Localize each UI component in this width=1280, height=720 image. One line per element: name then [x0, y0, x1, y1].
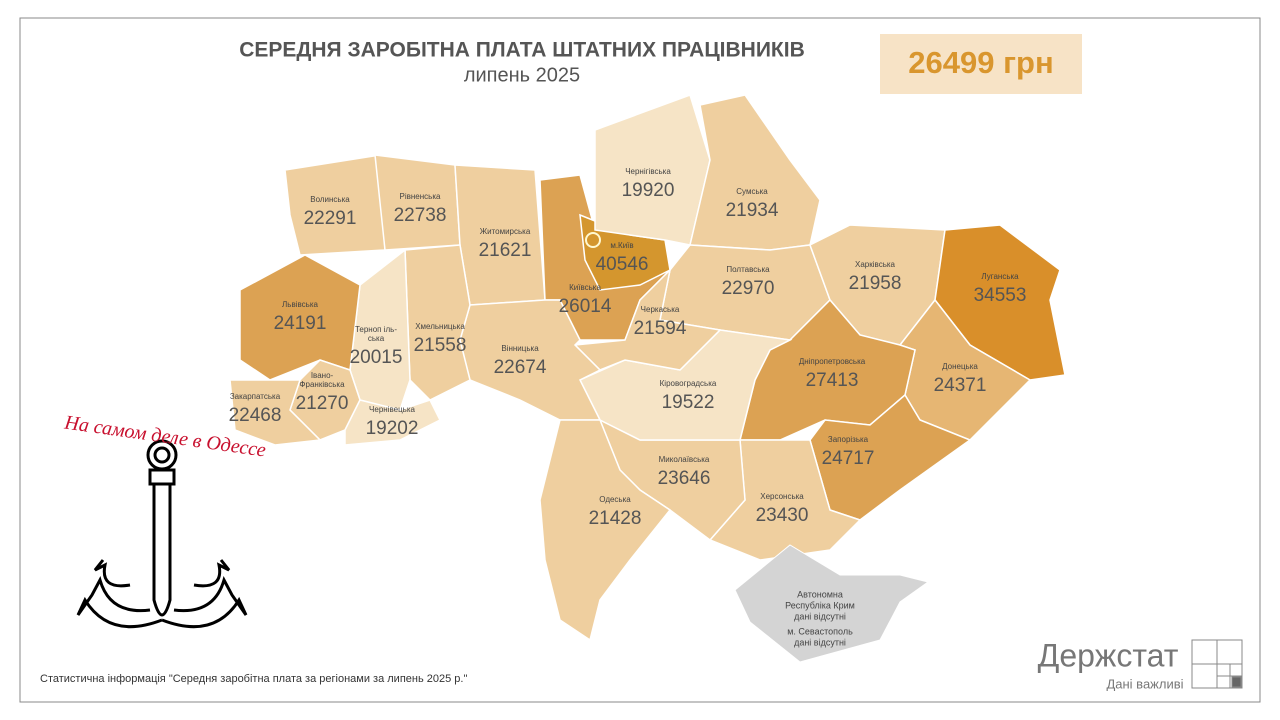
slogan: Дані важливі	[1106, 676, 1183, 691]
region-name: Франківська	[299, 380, 345, 389]
region-value: 19522	[662, 392, 715, 413]
region	[229, 379, 322, 446]
region-value: 22738	[394, 205, 447, 226]
region-name: Житомирська	[480, 227, 531, 236]
region-name: Івано-	[311, 371, 334, 380]
region-value: 21934	[726, 200, 779, 221]
region-value: 27413	[806, 370, 859, 391]
region-name: Київська	[569, 283, 601, 292]
region-name: Рівненська	[400, 192, 441, 201]
map: Волинська 22291 Рівненська 22738 Житомирська…	[229, 94, 1066, 642]
region-value: 22674	[494, 357, 547, 378]
region-value: 21558	[414, 335, 467, 356]
region-name: Сумська	[736, 187, 768, 196]
region-value: 21958	[849, 273, 902, 294]
title: СЕРЕДНЯ ЗАРОБІТНА ПЛАТА ШТАТНИХ ПРАЦІВНИ…	[239, 39, 805, 62]
crimea-text: дані відсутні	[794, 611, 846, 621]
region-name: Волинська	[310, 195, 350, 204]
region-value: 22291	[304, 208, 357, 229]
region-name: Запорізька	[828, 435, 869, 444]
region-value: 24371	[934, 375, 987, 396]
region-name: Одеська	[599, 495, 631, 504]
region-value: 23646	[658, 468, 711, 489]
region-name: Терноп іль-	[355, 325, 397, 334]
region-name: Полтавська	[726, 265, 770, 274]
region-name: ська	[368, 334, 385, 343]
region-name: Донецька	[942, 362, 978, 371]
crimea-text: Автономна	[797, 589, 843, 599]
region-name: Дніпропетровська	[799, 357, 866, 366]
region-value: 20015	[350, 347, 403, 368]
crimea	[734, 544, 930, 663]
region-name: м.Київ	[610, 241, 633, 250]
crimea-text: Республіка Крим	[785, 600, 855, 610]
region-name: Львівська	[282, 300, 318, 309]
region-name: Чернівецька	[369, 405, 415, 414]
region-name: Луганська	[981, 272, 1019, 281]
region	[404, 244, 471, 401]
region-value: 40546	[596, 254, 649, 275]
region-value: 21428	[589, 508, 642, 529]
crimea-text: м. Севастополь	[787, 626, 853, 636]
region-value: 19202	[366, 418, 419, 439]
logo: Держстат	[1038, 637, 1179, 673]
capital-marker	[585, 232, 601, 248]
region-name: Харківська	[855, 260, 896, 269]
region-value: 34553	[974, 285, 1027, 306]
region	[539, 419, 672, 642]
region	[374, 154, 461, 251]
crimea-text: дані відсутні	[794, 637, 846, 647]
region-name: Херсонська	[760, 492, 804, 501]
region-value: 19920	[622, 180, 675, 201]
region-name: Вінницька	[501, 344, 539, 353]
region-value: 24191	[274, 313, 327, 334]
logo-mark	[1191, 639, 1243, 689]
national-value: 26499 грн	[908, 45, 1053, 80]
region-name: Черкаська	[641, 305, 680, 314]
subtitle: липень 2025	[464, 64, 580, 86]
region-value: 21270	[296, 393, 349, 414]
region	[344, 399, 442, 446]
anchor	[76, 439, 248, 629]
source-note: Статистична інформація "Середня заробітн…	[40, 673, 467, 685]
region-name: Закарпатська	[230, 392, 281, 401]
region-value: 22970	[722, 278, 775, 299]
national-badge	[880, 34, 1082, 94]
region-value: 21621	[479, 240, 532, 261]
region-name: Чернігівська	[625, 167, 671, 176]
region-name: Хмельницька	[415, 322, 465, 331]
region-name: Кіровоградська	[660, 379, 717, 388]
region-value: 21594	[634, 318, 687, 339]
region-value: 26014	[559, 296, 612, 317]
region-value: 23430	[756, 505, 809, 526]
region	[284, 154, 386, 256]
region-name: Миколаївська	[659, 455, 710, 464]
region-value: 22468	[229, 405, 282, 426]
region-value: 24717	[822, 448, 875, 469]
